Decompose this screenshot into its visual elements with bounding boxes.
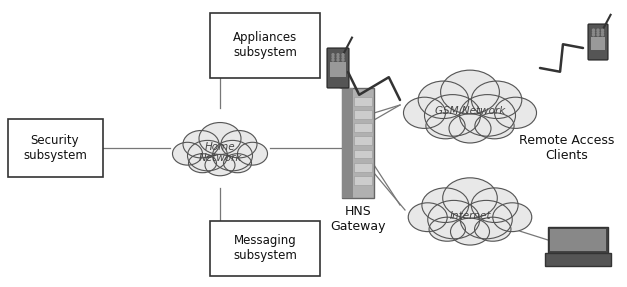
Ellipse shape (189, 154, 216, 173)
Ellipse shape (451, 218, 490, 245)
Ellipse shape (221, 131, 257, 158)
Ellipse shape (404, 97, 446, 128)
FancyBboxPatch shape (354, 150, 372, 158)
Text: Appliances
subsystem: Appliances subsystem (233, 31, 297, 59)
Text: Security
subsystem: Security subsystem (23, 134, 87, 162)
Ellipse shape (429, 217, 465, 241)
Ellipse shape (187, 140, 228, 171)
Ellipse shape (213, 140, 253, 171)
Ellipse shape (223, 154, 251, 173)
Ellipse shape (495, 97, 537, 128)
Circle shape (342, 59, 344, 61)
Circle shape (593, 29, 594, 31)
Circle shape (342, 56, 344, 58)
Ellipse shape (472, 188, 518, 222)
FancyBboxPatch shape (354, 136, 372, 145)
Ellipse shape (475, 113, 514, 139)
Ellipse shape (424, 95, 480, 136)
FancyBboxPatch shape (210, 13, 320, 77)
FancyBboxPatch shape (327, 48, 349, 88)
FancyBboxPatch shape (354, 176, 372, 185)
FancyBboxPatch shape (8, 119, 102, 177)
Ellipse shape (422, 188, 469, 222)
Circle shape (332, 54, 334, 56)
Text: Internet: Internet (450, 211, 491, 221)
Circle shape (601, 29, 604, 31)
Ellipse shape (418, 81, 468, 119)
FancyBboxPatch shape (550, 229, 606, 251)
Ellipse shape (472, 81, 522, 119)
Ellipse shape (199, 123, 241, 154)
Text: Remote Access
Clients: Remote Access Clients (519, 134, 614, 162)
FancyBboxPatch shape (591, 37, 605, 50)
Ellipse shape (460, 200, 512, 239)
Ellipse shape (449, 114, 491, 143)
FancyBboxPatch shape (342, 88, 374, 198)
FancyBboxPatch shape (354, 97, 372, 106)
Ellipse shape (426, 113, 465, 139)
Circle shape (597, 32, 599, 34)
Ellipse shape (443, 178, 497, 218)
Circle shape (601, 32, 604, 34)
Ellipse shape (441, 70, 499, 114)
Text: HNS
Gateway: HNS Gateway (330, 205, 386, 233)
FancyBboxPatch shape (210, 220, 320, 276)
FancyBboxPatch shape (354, 123, 372, 132)
Circle shape (597, 34, 599, 36)
Circle shape (337, 54, 339, 56)
FancyBboxPatch shape (354, 110, 372, 119)
Circle shape (342, 54, 344, 56)
Ellipse shape (428, 200, 480, 239)
Circle shape (332, 59, 334, 61)
Ellipse shape (172, 142, 203, 165)
FancyBboxPatch shape (548, 227, 608, 253)
Circle shape (593, 34, 594, 36)
Ellipse shape (460, 95, 515, 136)
Ellipse shape (493, 203, 532, 232)
Ellipse shape (183, 131, 219, 158)
Ellipse shape (205, 154, 235, 176)
Circle shape (601, 34, 604, 36)
FancyBboxPatch shape (545, 253, 611, 266)
Circle shape (337, 59, 339, 61)
Text: Home
Network: Home Network (198, 142, 241, 163)
FancyBboxPatch shape (342, 88, 353, 198)
FancyBboxPatch shape (588, 24, 608, 60)
Ellipse shape (238, 142, 268, 165)
Circle shape (332, 56, 334, 58)
Ellipse shape (475, 217, 511, 241)
Ellipse shape (408, 203, 447, 232)
Text: Messaging
subsystem: Messaging subsystem (233, 234, 297, 262)
Text: GSM Network: GSM Network (435, 106, 505, 116)
Circle shape (597, 29, 599, 31)
FancyBboxPatch shape (330, 62, 346, 77)
Circle shape (337, 56, 339, 58)
Circle shape (593, 32, 594, 34)
FancyBboxPatch shape (354, 163, 372, 172)
